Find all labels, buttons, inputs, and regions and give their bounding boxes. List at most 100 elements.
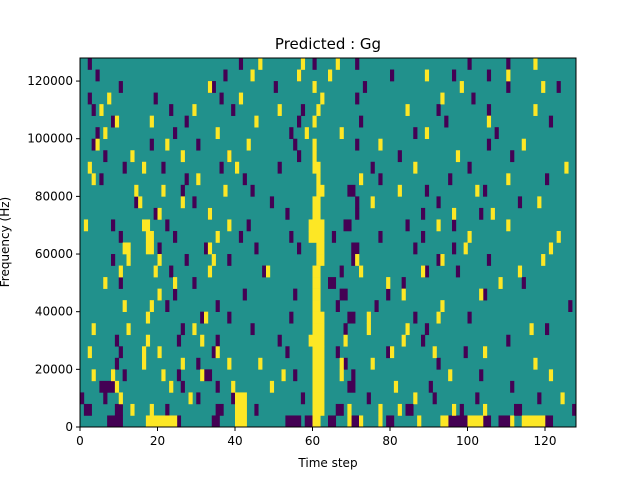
heatmap-cell-high: [114, 115, 120, 128]
heatmap-cell-low: [215, 334, 220, 347]
heatmap-cell-low: [355, 92, 360, 105]
heatmap-cell-high: [235, 415, 247, 428]
heatmap-cell-high: [126, 323, 131, 336]
heatmap-cell-low: [184, 254, 189, 266]
heatmap-cell-low: [401, 277, 406, 289]
heatmap-cell-low: [95, 69, 100, 82]
heatmap-cell-low: [413, 127, 418, 140]
heatmap-cell-high: [204, 311, 209, 324]
heatmap-cell-high: [134, 184, 139, 197]
heatmap-cell-high: [359, 173, 364, 186]
heatmap-cell-high: [312, 300, 321, 312]
heatmap-cell-low: [506, 58, 511, 70]
heatmap-cell-high: [312, 369, 325, 382]
heatmap-background: [80, 58, 576, 427]
heatmap-cell-high: [328, 69, 333, 82]
heatmap-cell-low: [366, 392, 371, 405]
heatmap-cell-low: [219, 92, 224, 105]
heatmap-cell-low: [180, 184, 185, 197]
heatmap-cell-high: [316, 242, 325, 255]
heatmap-cell-high: [215, 346, 220, 359]
heatmap-cell-high: [498, 277, 503, 289]
heatmap-cell-high: [521, 138, 526, 151]
heatmap-cell-low: [215, 403, 224, 416]
heatmap-cell-low: [238, 58, 244, 70]
heatmap-cell-low: [211, 346, 216, 359]
heatmap-cell-high: [207, 81, 213, 93]
x-tick-label: 0: [76, 434, 84, 448]
heatmap-cell-low: [351, 415, 360, 428]
heatmap-cell-high: [192, 323, 197, 336]
heatmap-cell-low: [114, 357, 120, 370]
chart-title: Predicted : Gg: [275, 35, 381, 53]
heatmap-cell-high: [312, 346, 325, 359]
heatmap-cell-low: [548, 115, 554, 128]
heatmap-cell-low: [297, 115, 302, 128]
heatmap-cell-high: [483, 346, 488, 359]
heatmap-cell-low: [328, 415, 337, 428]
heatmap-cell-low: [428, 380, 433, 393]
heatmap-cell-low: [227, 254, 232, 266]
heatmap-cell-low: [173, 127, 178, 140]
heatmap-cell-high: [335, 58, 340, 70]
heatmap-cell-high: [417, 415, 422, 428]
y-axis: 0 20000 40000 60000 80000 100000 120000: [27, 74, 80, 434]
heatmap-cell-low: [455, 265, 461, 278]
heatmap-cell-high: [355, 254, 360, 266]
heatmap-cell-high: [145, 242, 154, 255]
heatmap-cell-high: [560, 392, 565, 405]
heatmap-cell-high: [312, 403, 325, 416]
heatmap-cell-low: [169, 104, 174, 116]
heatmap-cell-high: [440, 92, 445, 105]
heatmap-cell-high: [145, 230, 154, 243]
heatmap-cell-low: [285, 207, 290, 220]
heatmap-cell-high: [455, 150, 461, 163]
heatmap-cell-high: [548, 369, 554, 382]
heatmap-cell-high: [142, 346, 147, 359]
heatmap-cell-high: [506, 173, 511, 186]
x-axis: 0 20 40 60 80 100 120: [76, 427, 556, 448]
heatmap-cell-high: [529, 323, 534, 336]
heatmap-cell-low: [227, 311, 232, 324]
heatmap-cell-high: [138, 196, 143, 209]
heatmap-cell-low: [273, 81, 278, 93]
heatmap-cell-low: [242, 288, 247, 301]
heatmap-cell-low: [486, 138, 492, 151]
heatmap-cell-high: [180, 196, 185, 209]
heatmap-cell-low: [246, 219, 251, 232]
heatmap-cell-high: [142, 161, 147, 174]
heatmap-cell-high: [556, 230, 561, 243]
heatmap-cell-low: [339, 265, 344, 278]
heatmap-cell-low: [277, 161, 282, 174]
heatmap-cell-low: [173, 230, 178, 243]
heatmap-cell-low: [448, 415, 468, 428]
heatmap-cell-high: [390, 346, 395, 359]
y-tick-label: 80000: [35, 189, 73, 203]
heatmap-cell-low: [215, 300, 220, 312]
heatmap-cell-high: [235, 161, 240, 174]
heatmap-cell-low: [111, 115, 116, 128]
y-tick-label: 100000: [27, 132, 73, 146]
heatmap-cell-low: [483, 184, 488, 197]
heatmap-cell-low: [331, 230, 337, 243]
heatmap-cells: [80, 58, 577, 428]
heatmap-cell-high: [421, 265, 426, 278]
heatmap-cell-low: [506, 81, 511, 93]
heatmap-cell-low: [405, 403, 414, 416]
heatmap-cell-high: [95, 138, 100, 151]
heatmap-cell-low: [436, 196, 441, 209]
heatmap-cell-low: [297, 242, 302, 255]
heatmap-cell-low: [118, 81, 123, 93]
heatmap-cell-low: [486, 104, 492, 116]
heatmap-cell-high: [254, 115, 259, 128]
heatmap-cell-high: [401, 334, 406, 347]
heatmap-cell-low: [118, 346, 123, 359]
heatmap-cell-low: [300, 392, 306, 405]
heatmap-cell-high: [227, 150, 232, 163]
heatmap-cell-low: [134, 196, 139, 209]
heatmap-cell-low: [118, 277, 123, 289]
x-tick-label: 100: [456, 434, 479, 448]
heatmap-cell-high: [157, 207, 162, 220]
heatmap-cell-high: [142, 219, 151, 232]
heatmap-cell-high: [320, 92, 325, 105]
